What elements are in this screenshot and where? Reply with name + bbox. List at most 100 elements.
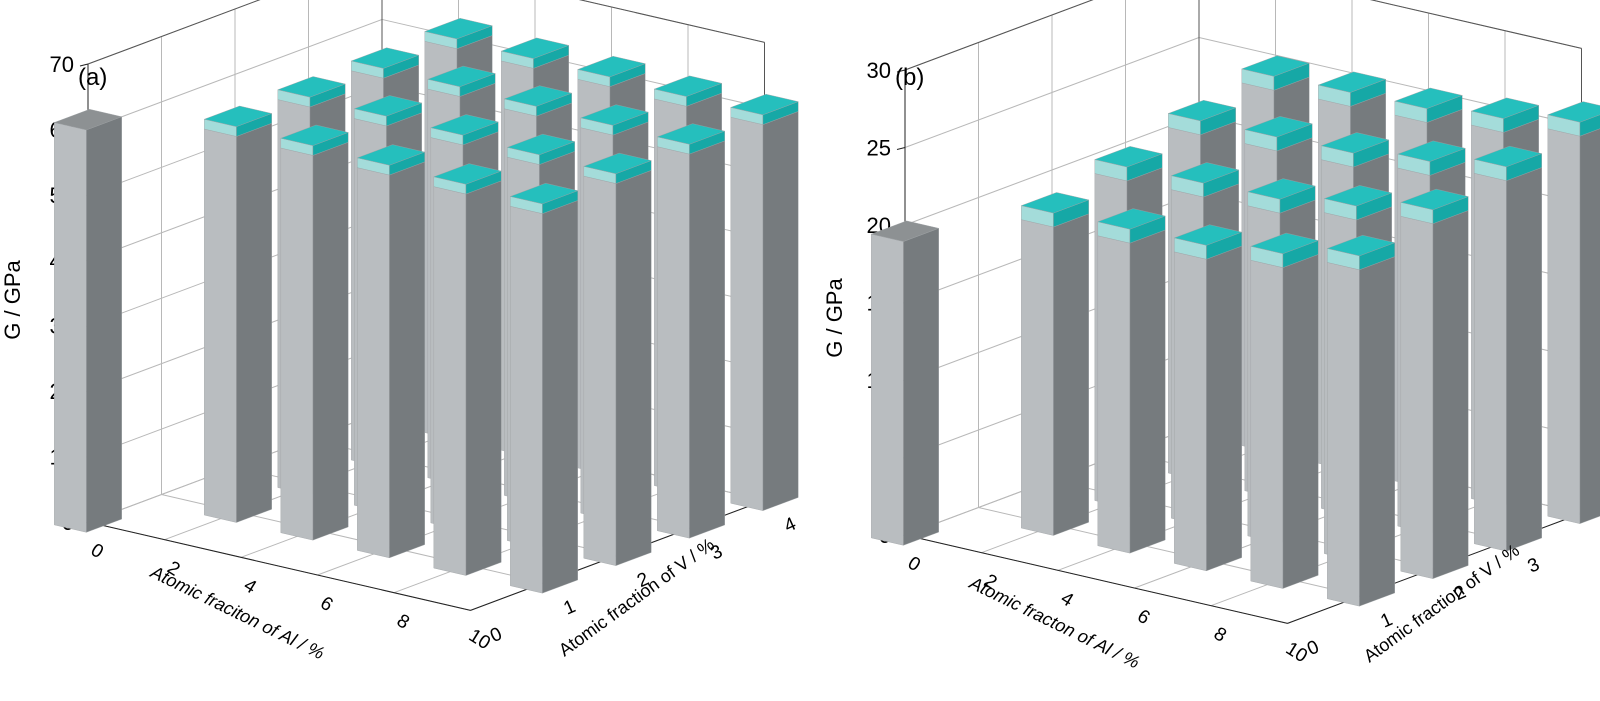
- bar-al10-v3: [656, 123, 726, 539]
- z-tick: [896, 69, 906, 73]
- bar-al10-v3: [1473, 145, 1543, 552]
- bar-cap-top: [1326, 235, 1396, 257]
- bar-cap-top: [1097, 208, 1166, 230]
- bar-side-face: [1432, 210, 1469, 579]
- bar-side-face: [1579, 128, 1600, 524]
- bar-al8-v1: [1250, 232, 1319, 589]
- bar-cap-top: [1247, 178, 1316, 200]
- bar-front-face: [730, 116, 764, 511]
- x-axis-line: [904, 534, 1288, 624]
- bar-front-face: [1174, 251, 1207, 572]
- bar-cap-top: [1094, 146, 1163, 168]
- bar-cap-top: [1167, 100, 1237, 122]
- frame-edge: [1369, 0, 1582, 49]
- bars-a: [53, 18, 799, 594]
- bar-cap-top: [427, 65, 496, 87]
- bar-cap-top: [1323, 185, 1393, 207]
- chart-panel-b: 051015202530024681001234 (b) G / GPa Ato…: [822, 0, 1600, 672]
- x-tick-label: 6: [1133, 606, 1153, 629]
- bar-cap-top: [1397, 140, 1466, 162]
- bar-cap-top: [1317, 71, 1387, 93]
- bar-front-face: [1021, 219, 1054, 536]
- bar-front-face: [657, 146, 690, 539]
- frame-edge: [904, 0, 1094, 71]
- bar-front-face: [54, 122, 87, 533]
- frame-edge: [87, 0, 261, 65]
- bar-al10-v4: [1547, 101, 1600, 524]
- bar-cap-top: [1547, 101, 1600, 123]
- x-tick-label: 0: [904, 553, 924, 576]
- bar-front-face: [280, 147, 314, 541]
- bar-cap-top: [1394, 87, 1463, 109]
- y-tick-label: 0: [487, 624, 505, 647]
- bar-cap-top: [580, 104, 649, 126]
- z-tick-label: 30: [867, 58, 891, 83]
- bar-cap-top: [503, 85, 573, 107]
- z-tick: [896, 147, 906, 150]
- bar-front-face: [433, 186, 467, 576]
- bar-cap-top: [1470, 97, 1540, 119]
- bar-side-face: [689, 140, 725, 539]
- panel-label-b: (b): [895, 64, 924, 91]
- bar-al4-v1: [1097, 208, 1166, 554]
- bar-cap-top: [500, 37, 570, 59]
- z-tick-label: 25: [867, 136, 891, 161]
- bar-side-face: [1282, 254, 1319, 589]
- bar-cap-top: [203, 105, 273, 127]
- bar-cap-top: [280, 124, 349, 146]
- z-axis-title-a: G / GPa: [0, 260, 25, 340]
- bar-cap-top: [1173, 224, 1243, 246]
- y-tick-label: 0: [1304, 637, 1322, 660]
- x-axis-line: [87, 521, 471, 611]
- bar-cap-top: [433, 163, 502, 185]
- frame-edge: [578, 0, 765, 43]
- bar-cap-top: [277, 76, 346, 98]
- bar-cap-top: [509, 183, 579, 205]
- bar-al0-v0: [870, 220, 940, 546]
- x-tick-label: 6: [316, 593, 336, 616]
- bar-cap-top: [506, 133, 576, 155]
- bar-al2-v1: [1020, 192, 1090, 536]
- bar-front-face: [1097, 235, 1131, 554]
- y-tick-label: 4: [781, 513, 800, 537]
- bar-al2-v1: [203, 105, 273, 523]
- bar-cap-side: [1579, 114, 1600, 137]
- bar-front-face: [1327, 262, 1360, 607]
- bar-cap-top: [577, 56, 646, 78]
- bar-al10-v2: [583, 152, 652, 566]
- y-tick-label: 1: [561, 596, 579, 619]
- bar-al10-v1: [1326, 235, 1396, 607]
- bar-front-face: [1474, 173, 1507, 552]
- bar-cap-top: [583, 152, 652, 174]
- bar-side-face: [389, 161, 425, 559]
- bar-front-face: [583, 175, 617, 566]
- bars-b: [870, 55, 1600, 607]
- bar-cap-top: [730, 93, 799, 116]
- bar-cap-top: [1020, 192, 1090, 214]
- x-tick-label: 0: [87, 540, 107, 563]
- bar-side-face: [86, 116, 122, 533]
- bar-side-face: [762, 111, 799, 511]
- x-tick-label: 4: [1057, 588, 1077, 612]
- bar-side-face: [465, 180, 502, 576]
- bar-side-face: [1129, 229, 1166, 554]
- x-tick-label: 4: [240, 575, 260, 599]
- bar-front-face: [871, 233, 904, 546]
- bar-side-face: [312, 141, 349, 541]
- bar-side-face: [903, 228, 939, 546]
- bar-al10-v4: [730, 93, 799, 511]
- bar-front-face: [357, 167, 390, 559]
- x-tick-label: 8: [393, 610, 413, 633]
- bar-side-face: [615, 170, 652, 566]
- bar-al4-v1: [280, 124, 349, 541]
- bar-al6-v1: [356, 144, 426, 559]
- z-axis-title-b: G / GPa: [822, 278, 847, 358]
- y-tick-label: 3: [1525, 554, 1543, 577]
- z-tick-label: 70: [50, 52, 74, 77]
- bar-cap-top: [1241, 55, 1310, 77]
- bar-front-face: [1400, 216, 1434, 579]
- bar-cap-top: [353, 95, 423, 117]
- bar-cap-top: [653, 75, 723, 97]
- bar-side-face: [1206, 245, 1242, 572]
